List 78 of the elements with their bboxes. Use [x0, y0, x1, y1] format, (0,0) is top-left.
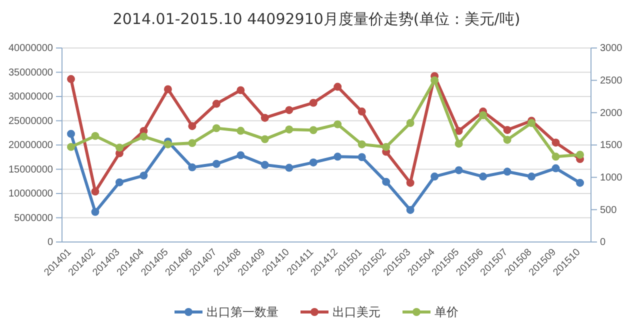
point	[552, 152, 560, 161]
point	[67, 130, 75, 138]
point	[334, 120, 342, 128]
point	[260, 160, 269, 169]
point	[212, 124, 220, 132]
point	[454, 140, 463, 148]
point	[576, 178, 584, 187]
point	[334, 82, 342, 91]
point	[91, 188, 100, 196]
point	[309, 126, 318, 134]
point	[115, 144, 124, 152]
point	[188, 139, 196, 148]
point	[406, 119, 414, 127]
point	[188, 163, 196, 172]
point	[552, 138, 560, 147]
point	[309, 98, 318, 107]
point	[188, 122, 196, 130]
y-tick-label: 30000000	[8, 92, 54, 103]
point	[334, 152, 342, 161]
y2-tick-label: 1000	[600, 172, 623, 184]
point	[212, 100, 220, 108]
point	[503, 136, 512, 144]
point	[503, 126, 512, 134]
point	[260, 135, 269, 144]
y-tick-label: 25000000	[8, 116, 54, 127]
y-tick-label: 10000000	[8, 188, 54, 200]
point	[91, 208, 100, 216]
point	[115, 178, 124, 186]
point	[454, 126, 463, 135]
point	[67, 75, 75, 84]
point	[285, 126, 294, 134]
point	[140, 172, 148, 180]
point	[358, 108, 366, 116]
point	[236, 151, 245, 160]
point	[67, 142, 75, 151]
y2-tick-label: 3000	[600, 43, 623, 54]
y2-tick-label: 0	[600, 237, 606, 248]
point	[358, 140, 366, 148]
point	[479, 111, 488, 120]
legend-label: 单价	[434, 305, 458, 320]
point	[528, 119, 536, 127]
point	[382, 178, 390, 186]
y-tick-label: 35000000	[8, 67, 54, 78]
y-tick-label: 0	[47, 237, 54, 248]
point	[140, 132, 148, 141]
point	[406, 206, 414, 214]
point	[285, 106, 294, 114]
y2-tick-label: 500	[600, 204, 618, 216]
point	[164, 85, 172, 94]
point	[212, 160, 220, 168]
point	[236, 86, 245, 94]
point	[382, 142, 390, 151]
point	[430, 172, 439, 181]
point	[406, 178, 414, 187]
chart-title: 2014.01-2015.10 44092910月度量价走势(单位：美元/吨)	[112, 10, 520, 28]
legend-label: 出口第一数量	[206, 305, 278, 320]
point	[430, 76, 439, 84]
y2-tick-label: 1500	[600, 140, 623, 152]
y2-tick-label: 2000	[600, 108, 623, 119]
point	[91, 132, 100, 140]
point	[479, 172, 488, 181]
point	[358, 153, 366, 162]
y-tick-label: 15000000	[8, 164, 54, 176]
point	[309, 158, 318, 166]
point	[285, 164, 294, 172]
point	[576, 150, 584, 159]
y-tick-label: 40000000	[8, 43, 54, 54]
legend-label: 出口美元	[332, 305, 380, 320]
y-tick-label: 5000000	[14, 212, 54, 224]
point	[552, 164, 560, 172]
point	[454, 166, 463, 174]
point	[528, 172, 536, 181]
point	[236, 126, 245, 135]
y2-tick-label: 2500	[600, 76, 623, 87]
y-tick-label: 20000000	[8, 140, 54, 152]
point	[503, 168, 512, 176]
point	[260, 114, 269, 122]
point	[164, 140, 172, 148]
